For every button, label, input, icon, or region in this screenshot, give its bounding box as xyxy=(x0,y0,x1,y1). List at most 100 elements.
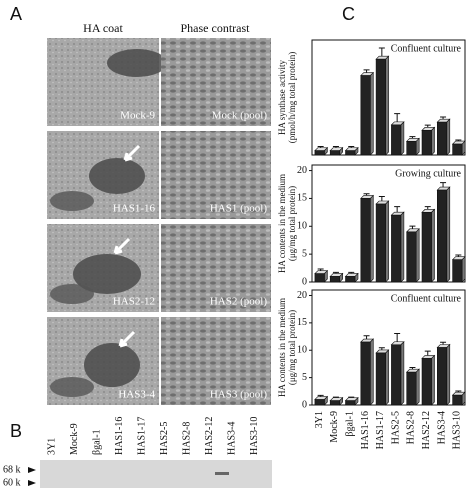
ha-coat xyxy=(107,49,167,77)
error-bar xyxy=(332,396,339,398)
bar xyxy=(375,203,386,283)
x-tick-label: Mock-9 xyxy=(329,411,340,443)
bar xyxy=(452,143,463,156)
y-axis-label: HA synthase activity xyxy=(277,60,287,135)
ha-coat xyxy=(50,377,94,397)
blot-strip xyxy=(40,460,272,488)
bar-side xyxy=(415,137,420,156)
x-tick-label: βgal-1 xyxy=(345,411,356,437)
image-label: HAS2 (pool) xyxy=(210,296,267,308)
lane-label: HAS2-12 xyxy=(204,417,215,455)
error-bar xyxy=(424,124,431,128)
error-bar xyxy=(455,139,462,142)
chart-title: Confluent culture xyxy=(391,293,462,304)
bar xyxy=(375,58,386,156)
bar-side xyxy=(446,343,451,406)
bar xyxy=(345,276,356,283)
x-tick-label: HAS1-17 xyxy=(375,411,386,449)
arrow xyxy=(113,237,131,255)
bar xyxy=(345,400,356,406)
micrograph xyxy=(161,131,271,219)
y-axis-label: (pmol/h/mg total protein) xyxy=(287,52,297,144)
bar xyxy=(421,130,432,156)
marker-label: 60 k xyxy=(3,477,21,488)
error-bar xyxy=(363,335,370,340)
y-tick-label: 10 xyxy=(297,221,307,232)
y-axis-label: (μg/mg total protein) xyxy=(287,310,297,385)
bar xyxy=(391,124,402,156)
marker-arrow xyxy=(28,467,36,486)
ha-coat xyxy=(73,254,141,294)
bar xyxy=(406,141,417,156)
bar-side xyxy=(415,228,420,283)
y-tick-label: 5 xyxy=(302,372,307,383)
image-label: Mock-9 xyxy=(120,110,155,122)
error-bar xyxy=(440,341,447,345)
bar xyxy=(437,189,448,283)
arrow xyxy=(123,144,141,162)
bar xyxy=(345,150,356,156)
error-bar xyxy=(409,136,416,139)
error-bar xyxy=(409,225,416,229)
bar xyxy=(314,399,325,406)
micrograph xyxy=(161,224,271,312)
image-label: HAS1 (pool) xyxy=(210,203,267,215)
error-bar xyxy=(317,146,324,148)
image-label: HAS1-16 xyxy=(113,203,156,215)
error-bar xyxy=(363,193,370,196)
bar xyxy=(391,214,402,283)
bar xyxy=(391,344,402,406)
error-bar xyxy=(332,146,339,148)
bar xyxy=(314,150,325,156)
x-tick-label: HAS3-10 xyxy=(452,411,463,449)
error-bar xyxy=(394,206,401,213)
bar xyxy=(360,75,371,156)
y-tick-label: 15 xyxy=(297,317,307,328)
y-tick-label: 5 xyxy=(302,248,307,259)
x-tick-label: HAS3-4 xyxy=(436,411,447,444)
marker-label: 68 k xyxy=(3,464,21,475)
error-bar xyxy=(348,396,355,398)
micrograph xyxy=(161,317,271,405)
error-bar xyxy=(348,146,355,148)
bar-side xyxy=(431,126,435,156)
lane-label: HAS2-8 xyxy=(181,422,192,455)
x-tick-label: HAS2-5 xyxy=(390,411,401,444)
bar-side xyxy=(369,194,374,283)
bar-side xyxy=(385,55,389,156)
bar-side xyxy=(431,208,435,283)
error-bar xyxy=(378,347,385,350)
x-tick-label: 3Y1 xyxy=(314,411,325,428)
lane-label: HAS1-17 xyxy=(136,417,147,455)
image-label: HAS3-4 xyxy=(118,389,155,401)
column-heading: Phase contrast xyxy=(181,21,251,35)
error-bar xyxy=(378,47,385,57)
micrograph xyxy=(161,38,271,126)
error-bar xyxy=(409,367,416,370)
panel-label: C xyxy=(342,4,355,24)
y-axis-label: (μg/mg total protein) xyxy=(287,186,297,261)
bar xyxy=(406,231,417,283)
error-bar xyxy=(317,268,324,271)
bar-side xyxy=(446,118,451,156)
ha-coat xyxy=(50,284,94,304)
plot-frame xyxy=(311,289,466,406)
bar-side xyxy=(461,255,466,283)
lane-label: HAS1-16 xyxy=(114,417,125,455)
y-tick-label: 20 xyxy=(297,165,307,176)
bar xyxy=(452,259,463,283)
x-tick-label: HAS1-16 xyxy=(360,411,371,449)
plot-frame xyxy=(311,39,466,156)
bar xyxy=(360,341,371,406)
bar xyxy=(329,276,340,283)
bar xyxy=(437,121,448,156)
ha-coat xyxy=(84,343,140,387)
bar xyxy=(375,352,386,406)
y-tick-label: 15 xyxy=(297,193,307,204)
column-heading: HA coat xyxy=(83,21,123,35)
error-bar xyxy=(363,69,370,73)
error-bar xyxy=(440,116,447,120)
ha-coat xyxy=(89,158,145,194)
error-bar xyxy=(394,333,401,342)
